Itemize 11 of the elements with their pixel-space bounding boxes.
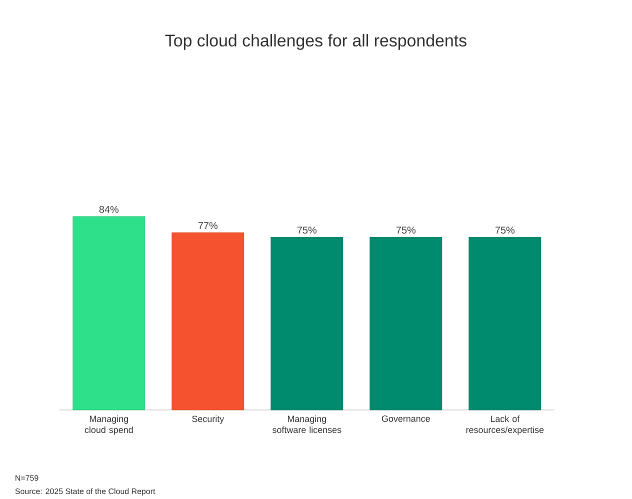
x-tick-label: Managing software licenses — [272, 415, 342, 434]
x-tick-label: Managing cloud spend — [84, 415, 133, 435]
data-label: 75% — [396, 226, 416, 234]
data-label: 84% — [99, 206, 119, 213]
data-label: 75% — [495, 226, 515, 234]
chart-title: Top cloud challenges for all respondents — [165, 34, 466, 50]
x-tick-label: Governance — [382, 415, 430, 422]
x-tick-label: Security — [192, 415, 224, 424]
x-tick-label: Lack of resources/expertise — [466, 415, 544, 435]
data-label: 77% — [198, 222, 218, 230]
data-label: 75% — [297, 226, 317, 234]
